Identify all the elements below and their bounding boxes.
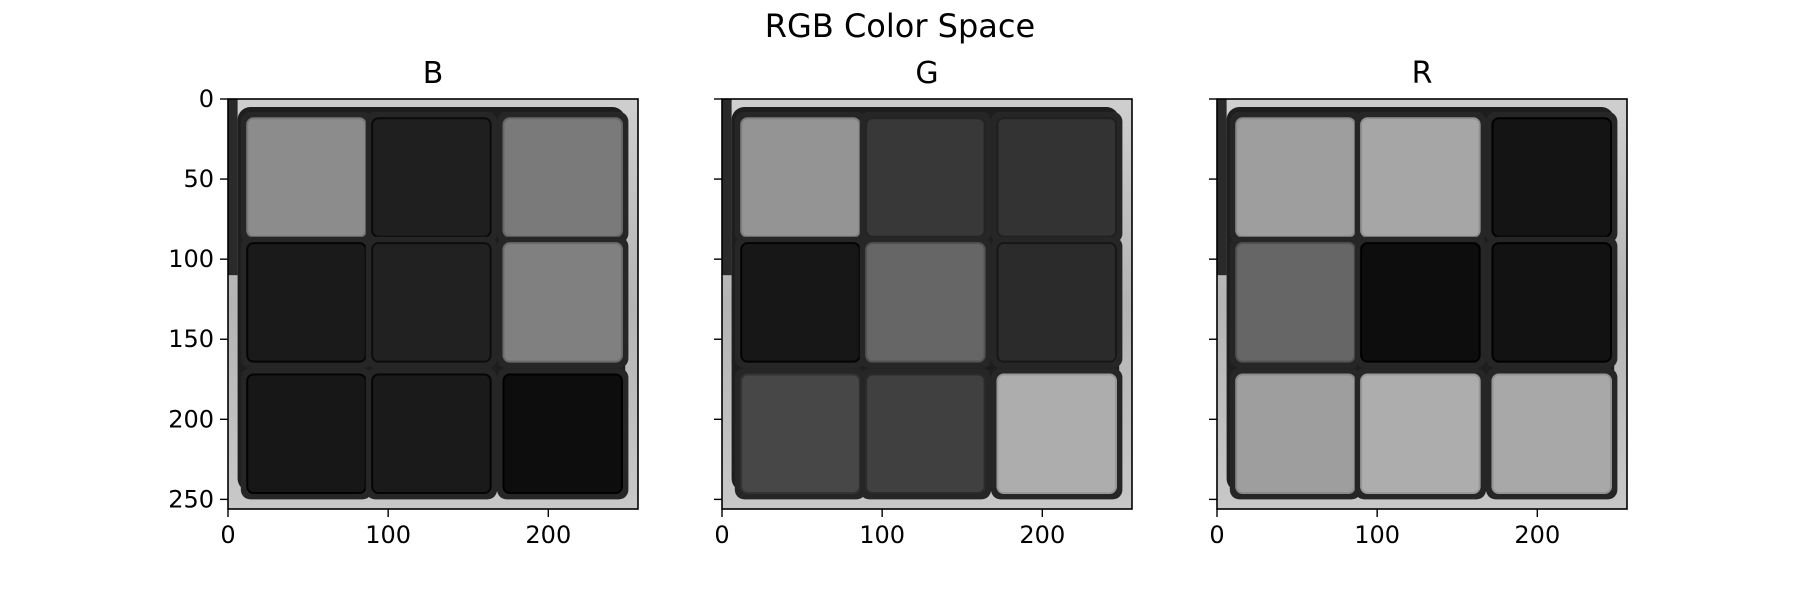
sticker xyxy=(1235,117,1356,238)
sticker xyxy=(502,117,623,238)
y-tick-label: 250 xyxy=(168,485,214,513)
y-tick-label: 100 xyxy=(168,245,214,273)
panel-title: B xyxy=(423,56,444,91)
panel-title: R xyxy=(1412,56,1433,91)
sticker xyxy=(246,373,367,494)
sticker xyxy=(1491,117,1612,238)
sticker xyxy=(740,117,861,238)
sticker xyxy=(865,117,986,238)
x-tick-label: 0 xyxy=(1209,521,1224,549)
panel-title: G xyxy=(915,56,938,91)
y-tick-label: 200 xyxy=(168,405,214,433)
sticker xyxy=(246,242,367,363)
sticker xyxy=(996,117,1117,238)
sticker xyxy=(246,117,367,238)
x-tick-label: 0 xyxy=(220,521,235,549)
x-tick-label: 200 xyxy=(1514,521,1560,549)
figure-suptitle: RGB Color Space xyxy=(765,7,1035,45)
sticker xyxy=(1360,117,1481,238)
sticker xyxy=(371,373,492,494)
sticker xyxy=(1360,242,1481,363)
image-edge xyxy=(228,99,238,276)
y-tick-label: 50 xyxy=(183,165,214,193)
sticker xyxy=(865,242,986,363)
sticker xyxy=(1491,242,1612,363)
axes-frame xyxy=(721,98,1133,510)
axes-frame xyxy=(1216,98,1628,510)
sticker xyxy=(865,373,986,494)
sticker xyxy=(996,373,1117,494)
axes-frame xyxy=(227,98,639,510)
image-edge xyxy=(1217,99,1227,276)
y-tick-label: 0 xyxy=(199,85,214,113)
panels: B 0 100 200 0 50 100 150 200 250 G 0 100 200 R 0 100 200 xyxy=(168,56,1628,549)
x-tick-label: 100 xyxy=(859,521,905,549)
sticker xyxy=(996,242,1117,363)
image-edge xyxy=(722,99,732,276)
sticker xyxy=(502,242,623,363)
sticker xyxy=(1491,373,1612,494)
panel-r: R 0 100 200 xyxy=(1209,56,1628,549)
sticker xyxy=(371,242,492,363)
sticker xyxy=(1235,373,1356,494)
panel-b: B 0 100 200 0 50 100 150 200 250 xyxy=(168,56,639,549)
x-tick-label: 100 xyxy=(1354,521,1400,549)
image-g xyxy=(722,99,1132,509)
sticker xyxy=(1360,373,1481,494)
sticker xyxy=(1235,242,1356,363)
x-tick-label: 0 xyxy=(714,521,729,549)
y-tick-label: 150 xyxy=(168,325,214,353)
sticker xyxy=(371,117,492,238)
x-tick-label: 100 xyxy=(365,521,411,549)
image-r xyxy=(1217,99,1627,509)
x-tick-label: 200 xyxy=(525,521,571,549)
image-b xyxy=(228,99,638,509)
sticker xyxy=(502,373,623,494)
x-tick-label: 200 xyxy=(1019,521,1065,549)
panel-g: G 0 100 200 xyxy=(714,56,1133,549)
sticker xyxy=(740,373,861,494)
sticker xyxy=(740,242,861,363)
